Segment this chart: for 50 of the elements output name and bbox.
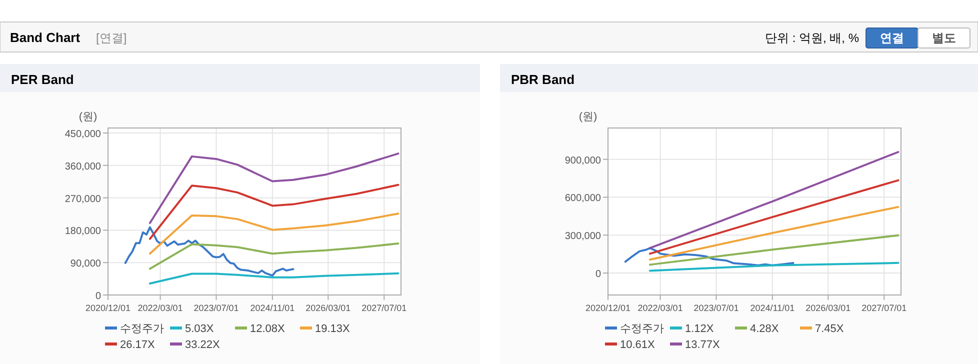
legend-label: 수정주가 <box>620 323 664 335</box>
y-axis-title: (원) <box>78 111 98 123</box>
y-tick-label: 0 <box>95 291 102 302</box>
x-tick-label: 2020/12/01 <box>85 303 131 313</box>
legend-label: 4.28X <box>750 323 780 335</box>
y-tick-label: 900,000 <box>564 155 602 166</box>
x-tick-label: 2023/07/01 <box>194 303 239 313</box>
line-series <box>148 242 400 270</box>
x-tick-label: 2027/07/01 <box>362 303 407 313</box>
chart-title: PBR Band <box>511 72 575 87</box>
y-tick-label: 180,000 <box>64 226 102 238</box>
legend-label: 수정주가 <box>120 323 164 335</box>
legend-label: 33.22X <box>185 339 221 351</box>
y-tick-label: 360,000 <box>64 161 102 172</box>
line-series <box>624 247 794 266</box>
legend-label: 1.12X <box>685 323 714 335</box>
legend-label: 10.61X <box>620 339 656 351</box>
y-tick-label: 600,000 <box>564 193 602 204</box>
line-series <box>148 272 400 284</box>
x-tick-label: 2026/03/01 <box>306 303 351 313</box>
y-tick-label: 270,000 <box>64 194 102 205</box>
text: 단위 : 억원, 배, % <box>764 31 860 45</box>
y-axis-title: (원) <box>578 111 598 123</box>
legend-label: 7.45X <box>815 323 844 335</box>
line-series <box>148 152 400 224</box>
line-series <box>124 226 294 277</box>
line-series <box>148 212 400 255</box>
x-tick-label: 2022/03/01 <box>138 303 183 313</box>
x-tick-label: 2023/07/01 <box>694 303 739 313</box>
x-tick-label: 2022/03/01 <box>638 303 683 313</box>
y-tick-label: 90,000 <box>70 258 102 270</box>
legend-label: 13.77X <box>685 339 721 351</box>
legend-label: 19.13X <box>315 323 351 335</box>
x-tick-label: 2020/12/01 <box>585 303 631 313</box>
y-tick-label: 300,000 <box>564 231 602 242</box>
x-tick-label: 2024/11/01 <box>250 303 295 313</box>
text: Band Chart <box>10 30 81 45</box>
line-series <box>148 184 400 240</box>
text: [연결] <box>96 31 127 45</box>
x-tick-label: 2026/03/01 <box>806 303 851 313</box>
legend-label: 5.03X <box>185 323 214 335</box>
toggle-button: 연결 <box>866 28 918 48</box>
y-tick-label: 450,000 <box>64 129 102 140</box>
x-tick-label: 2024/11/01 <box>750 303 795 313</box>
y-tick-label: 0 <box>595 269 602 280</box>
legend-label: 26.17X <box>120 339 156 351</box>
chart-title: PER Band <box>11 72 74 87</box>
toggle-button: 별도 <box>918 28 970 48</box>
x-tick-label: 2027/07/01 <box>862 303 907 313</box>
legend-label: 12.08X <box>250 323 286 335</box>
